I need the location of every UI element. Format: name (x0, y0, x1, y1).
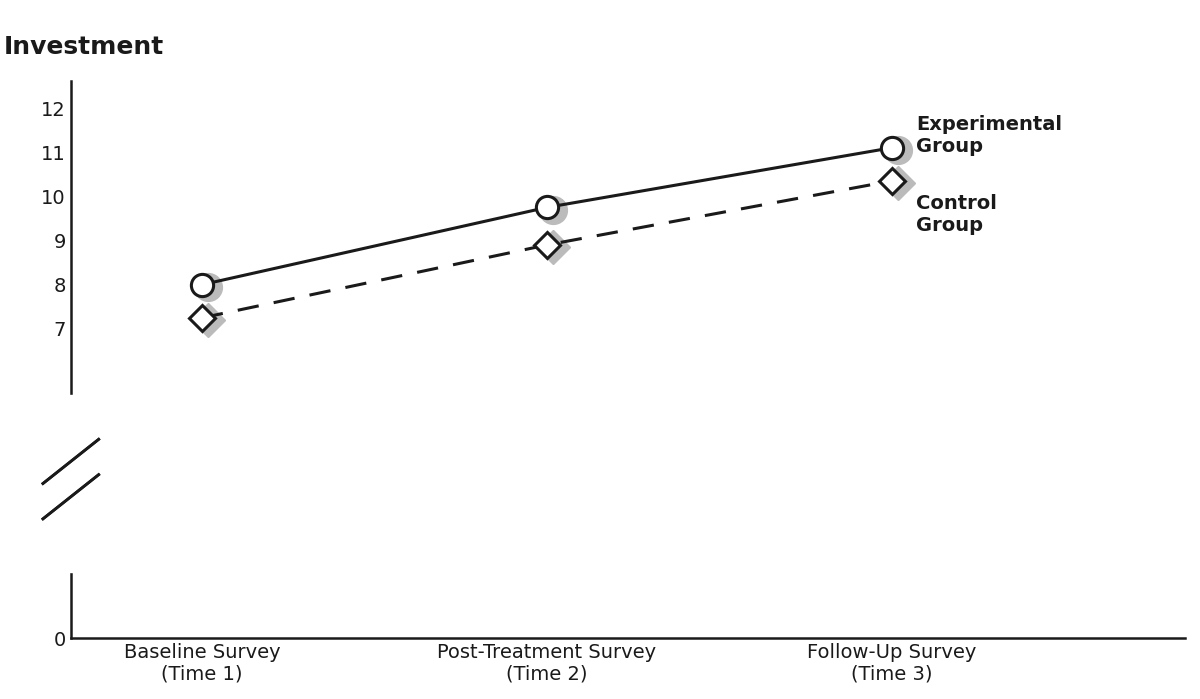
Text: Investment: Investment (4, 35, 164, 59)
Text: Control
Group: Control Group (916, 194, 997, 235)
Text: Experimental
Group: Experimental Group (916, 115, 1062, 156)
Bar (65, 395, 77, 572)
